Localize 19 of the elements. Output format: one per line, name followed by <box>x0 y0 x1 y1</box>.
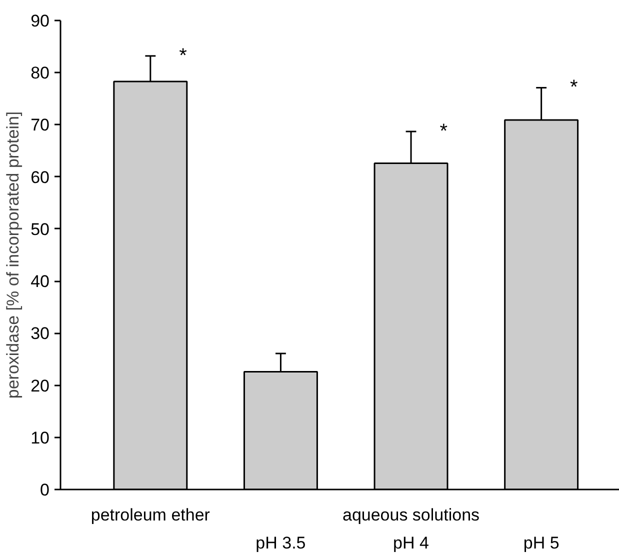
x-tick-label: pH 3.5 <box>256 534 306 552</box>
annotation: * <box>179 44 188 67</box>
annotation: * <box>440 120 448 142</box>
annotation: * <box>570 76 578 99</box>
x-tick-label: petroleum ether <box>90 506 210 524</box>
y-tick-label: 10 <box>30 428 50 448</box>
y-tick-label: 70 <box>30 116 50 135</box>
y-tick-label: 80 <box>30 64 50 83</box>
y-axis-title: peroxidase [% of incorporated protein] <box>4 111 23 399</box>
y-tick-label: 0 <box>40 480 50 500</box>
x-tick-label: pH 5 <box>523 534 560 552</box>
y-tick-label: 40 <box>30 272 50 292</box>
y-tick-label: 20 <box>30 376 50 396</box>
y-tick-label: 60 <box>30 168 50 187</box>
x-tick-label: pH 4 <box>393 534 429 552</box>
text: aqueous solutions <box>342 506 480 524</box>
y-tick-label: 50 <box>30 220 50 239</box>
y-tick-label: 90 <box>30 12 50 30</box>
y-tick-label: 30 <box>30 324 50 344</box>
